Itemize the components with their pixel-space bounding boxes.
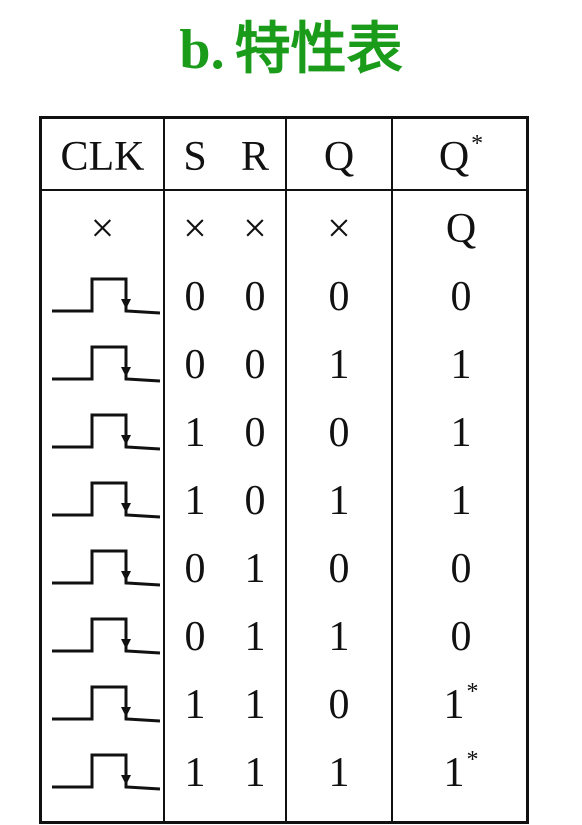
cell-qnext-value: 0	[450, 546, 472, 592]
cell-qnext: 1*	[393, 739, 529, 807]
page-title: b. 特性表	[0, 14, 582, 86]
cell-qnext-sup: *	[466, 679, 479, 705]
cell-qnext: 1	[393, 467, 529, 535]
header-q: Q	[323, 134, 355, 180]
cell-s: 0	[184, 342, 206, 388]
cell-r: 1	[244, 750, 266, 796]
pulse-falling-edge-icon	[52, 685, 161, 723]
cell-s: 1	[184, 682, 206, 728]
cell-qnext: Q	[393, 195, 529, 263]
header-divider	[42, 189, 526, 191]
cell-qnext: 1	[393, 331, 529, 399]
cell-q: 0	[328, 410, 350, 456]
header-qnext-sup: *	[471, 131, 484, 157]
cell-qnext: 0	[393, 603, 529, 671]
cell-r: 1	[244, 546, 266, 592]
cell-s: 1	[184, 410, 206, 456]
cell-qnext-value: Q	[445, 206, 477, 252]
cell-qnext: 1	[393, 399, 529, 467]
cell-qnext-value: 0	[450, 274, 472, 320]
cell-q: 1	[328, 614, 350, 660]
cell-q: 0	[328, 274, 350, 320]
pulse-falling-edge-icon	[52, 753, 161, 791]
column-divider	[391, 119, 393, 821]
pulse-falling-edge-icon	[52, 481, 161, 519]
cell-qnext-value: 1	[450, 478, 472, 524]
header-qnext-label: Q	[438, 134, 470, 180]
cell-r: 0	[244, 274, 266, 320]
cell-r: 0	[244, 342, 266, 388]
pulse-falling-edge-icon	[52, 549, 161, 587]
cell-q: 1	[328, 478, 350, 524]
cell-qnext-value: 1	[450, 410, 472, 456]
pulse-falling-edge-icon	[52, 413, 161, 451]
cell-s: 1	[184, 478, 206, 524]
cell-qnext-value: 1	[450, 342, 472, 388]
cell-q: ×	[327, 206, 351, 252]
header-s: S	[183, 134, 207, 180]
cell-q: 1	[328, 750, 350, 796]
cell-q: 0	[328, 546, 350, 592]
cell-qnext: 0	[393, 263, 529, 331]
cell-s: 1	[184, 750, 206, 796]
cell-r: 1	[244, 614, 266, 660]
cell-r: ×	[243, 206, 267, 252]
cell-s: ×	[183, 206, 207, 252]
cell-s: 0	[184, 614, 206, 660]
cell-qnext: 0	[393, 535, 529, 603]
cell-qnext-sup: *	[466, 747, 479, 773]
header-r: R	[240, 134, 269, 180]
cell-q: 1	[328, 342, 350, 388]
cell-q: 0	[328, 682, 350, 728]
cell-qnext-value: 1	[443, 682, 465, 728]
cell-qnext: 1*	[393, 671, 529, 739]
title-prefix: b.	[179, 19, 225, 81]
pulse-falling-edge-icon	[52, 277, 161, 315]
cell-qnext-value: 0	[450, 614, 472, 660]
cell-s: 0	[184, 546, 206, 592]
column-divider	[163, 119, 165, 821]
cell-qnext-value: 1	[443, 750, 465, 796]
cell-r: 1	[244, 682, 266, 728]
pulse-falling-edge-icon	[52, 617, 161, 655]
cell-r: 0	[244, 478, 266, 524]
cell-clk: ×	[90, 206, 115, 252]
pulse-falling-edge-icon	[52, 345, 161, 383]
title-text: 特性表	[234, 17, 403, 82]
cell-s: 0	[184, 274, 206, 320]
characteristic-table: CLK S R Q Q* × × × × Q 0 0 0 0 0 0 1 1 1 0 0 1 1 0 1 1 0 1 0 0 0 1…	[39, 116, 529, 824]
column-divider	[285, 119, 287, 821]
header-qnext: Q*	[393, 123, 529, 191]
header-clk: CLK	[60, 134, 145, 180]
cell-r: 0	[244, 410, 266, 456]
